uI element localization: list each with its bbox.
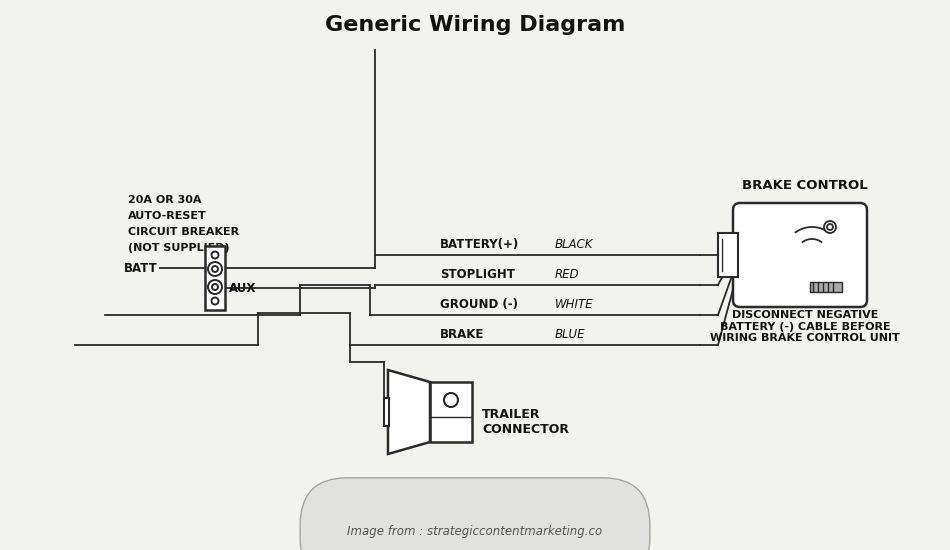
Circle shape bbox=[212, 284, 218, 290]
Text: BATTERY(+): BATTERY(+) bbox=[440, 238, 520, 251]
Text: WHITE: WHITE bbox=[555, 298, 594, 311]
Circle shape bbox=[444, 393, 458, 407]
Circle shape bbox=[212, 298, 218, 305]
Bar bbox=[430, 382, 472, 442]
Text: BLACK: BLACK bbox=[555, 238, 594, 251]
Text: CIRCUIT BREAKER: CIRCUIT BREAKER bbox=[128, 227, 239, 237]
Text: DISCONNECT NEGATIVE
BATTERY (-) CABLE BEFORE
WIRING BRAKE CONTROL UNIT: DISCONNECT NEGATIVE BATTERY (-) CABLE BE… bbox=[710, 310, 900, 343]
Text: Generic Wiring Diagram: Generic Wiring Diagram bbox=[325, 15, 625, 35]
Circle shape bbox=[824, 221, 836, 233]
Bar bbox=[718, 233, 738, 277]
FancyBboxPatch shape bbox=[733, 203, 867, 307]
Text: (NOT SUPPLIED): (NOT SUPPLIED) bbox=[128, 243, 230, 253]
Circle shape bbox=[208, 262, 222, 276]
Text: BRAKE CONTROL: BRAKE CONTROL bbox=[742, 179, 868, 192]
Text: STOPLIGHT: STOPLIGHT bbox=[440, 268, 515, 281]
Circle shape bbox=[827, 224, 833, 230]
Polygon shape bbox=[388, 370, 430, 454]
Text: Image from : strategiccontentmarketing.co: Image from : strategiccontentmarketing.c… bbox=[348, 525, 602, 538]
Bar bbox=[810, 282, 842, 292]
Text: 20A OR 30A: 20A OR 30A bbox=[128, 195, 201, 205]
Text: BLUE: BLUE bbox=[555, 328, 585, 341]
Circle shape bbox=[212, 251, 218, 258]
Bar bbox=[384, 398, 389, 426]
Text: BATT: BATT bbox=[124, 261, 158, 274]
Bar bbox=[205, 246, 225, 310]
Text: RED: RED bbox=[555, 268, 580, 281]
Text: GROUND (-): GROUND (-) bbox=[440, 298, 518, 311]
Circle shape bbox=[212, 266, 218, 272]
Text: TRAILER
CONNECTOR: TRAILER CONNECTOR bbox=[482, 408, 569, 436]
Text: AUX: AUX bbox=[229, 282, 256, 294]
Text: BRAKE: BRAKE bbox=[440, 328, 484, 341]
Circle shape bbox=[208, 280, 222, 294]
Text: AUTO-RESET: AUTO-RESET bbox=[128, 211, 207, 221]
